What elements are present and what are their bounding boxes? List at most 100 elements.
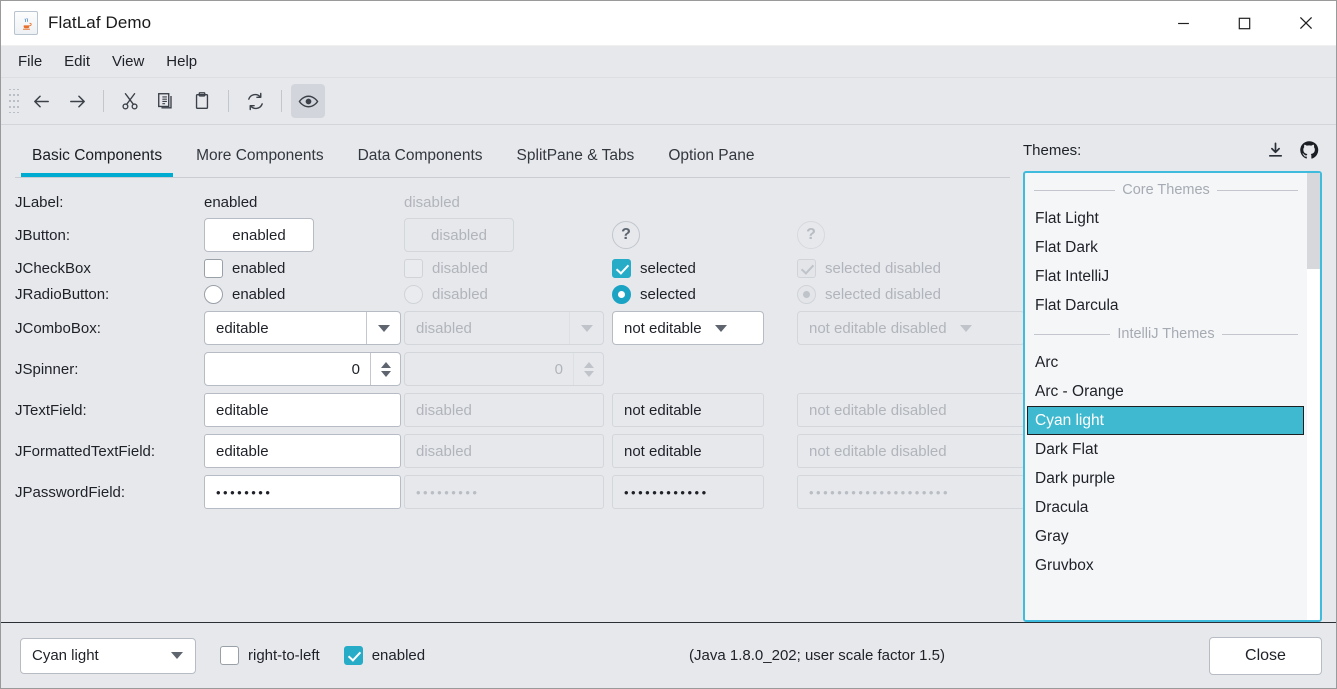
themes-scrollbar[interactable] (1307, 173, 1320, 620)
theme-item-dark-flat[interactable]: Dark Flat (1035, 440, 1098, 458)
tab-data-components[interactable]: Data Components (357, 147, 483, 164)
radio-enabled-label: enabled (232, 286, 286, 303)
toolbar-separator (228, 90, 229, 112)
label-jcombobox: JComboBox: (15, 319, 101, 337)
window-controls (1153, 1, 1336, 46)
close-button[interactable] (1275, 1, 1336, 46)
textfield-not-editable[interactable]: not editable (612, 393, 764, 427)
textfield-disabled: disabled (404, 393, 604, 427)
chevron-down-icon (569, 312, 603, 344)
label-jradiobutton: JRadioButton: (15, 286, 110, 303)
jbutton-enabled[interactable]: enabled (204, 218, 314, 252)
formattedtextfield-not-editable[interactable]: not editable (612, 434, 764, 468)
radio-icon (204, 285, 223, 304)
theme-item-flat-darcula[interactable]: Flat Darcula (1035, 296, 1119, 314)
back-icon[interactable] (24, 84, 58, 118)
jlabel-disabled: disabled (404, 194, 460, 211)
right-to-left-label: right-to-left (248, 647, 320, 664)
java-coffee-cup-icon (14, 11, 38, 35)
menu-item-view[interactable]: View (112, 53, 145, 70)
themes-pane: Themes: (1023, 125, 1336, 622)
right-to-left-checkbox[interactable]: right-to-left (220, 646, 320, 665)
spinner-down-icon (380, 370, 391, 377)
menu-bar: File Edit View Help (1, 46, 1336, 78)
chevron-down-icon[interactable] (706, 312, 736, 344)
spinner-buttons[interactable] (370, 353, 400, 385)
toolbar-drag-handle[interactable] (9, 89, 19, 113)
copy-icon[interactable] (149, 84, 183, 118)
textfield-not-editable-disabled: not editable disabled (797, 393, 1025, 427)
label-jformattedtextfield: JFormattedTextField: (15, 442, 156, 460)
forward-icon[interactable] (60, 84, 94, 118)
spinner-enabled[interactable]: 0 (204, 352, 401, 386)
themes-actions (1266, 140, 1322, 160)
label-jlabel: JLabel: (15, 194, 64, 211)
theme-item-gray[interactable]: Gray (1035, 527, 1069, 545)
themes-group-separator: Core Themes (1025, 176, 1307, 204)
formattedtextfield-editable[interactable]: editable (204, 434, 401, 468)
theme-item-dracula[interactable]: Dracula (1035, 498, 1089, 516)
combobox-editable[interactable]: editable (204, 311, 401, 345)
combobox-disabled: disabled (404, 311, 604, 345)
passwordfield-editable[interactable]: •••••••• (204, 475, 401, 509)
theme-item-dark-purple[interactable]: Dark purple (1035, 469, 1116, 487)
passwordfield-not-editable[interactable]: •••••••••••• (612, 475, 764, 509)
checkbox-enabled-label: enabled (232, 260, 286, 277)
combobox-not-editable[interactable]: not editable (612, 311, 764, 345)
theme-item-gruvbox[interactable]: Gruvbox (1035, 556, 1094, 574)
label-jtextfield: JTextField: (15, 401, 87, 419)
tab-more-components[interactable]: More Components (196, 147, 324, 164)
themes-group-label: IntelliJ Themes (1117, 326, 1215, 342)
chevron-down-icon[interactable] (366, 312, 400, 344)
title-bar: FlatLaf Demo (1, 1, 1336, 46)
components-pane: Basic Components More Components Data Co… (1, 125, 1025, 622)
menu-item-file[interactable]: File (18, 53, 43, 70)
menu-item-edit[interactable]: Edit (64, 53, 91, 70)
paste-icon[interactable] (185, 84, 219, 118)
tab-option-pane[interactable]: Option Pane (668, 147, 755, 164)
cut-icon[interactable] (113, 84, 147, 118)
github-icon[interactable] (1299, 140, 1319, 160)
radio-selected[interactable]: selected (612, 285, 797, 304)
maximize-button[interactable] (1214, 1, 1275, 46)
theme-item-arc-orange[interactable]: Arc - Orange (1035, 382, 1124, 400)
radio-enabled[interactable]: enabled (204, 285, 404, 304)
theme-item-arc[interactable]: Arc (1035, 353, 1059, 371)
checkbox-selected[interactable]: selected (612, 259, 797, 278)
enabled-checkbox[interactable]: enabled (343, 646, 425, 665)
basic-components-form: JLabel: enabled disabled JButton: enable… (15, 194, 1025, 509)
themes-list[interactable]: Core Themes Flat Light Flat Dark Flat In… (1025, 173, 1307, 620)
tab-basic-components[interactable]: Basic Components (15, 147, 179, 177)
minimize-button[interactable] (1153, 1, 1214, 46)
themes-scrollbar-thumb[interactable] (1307, 173, 1320, 269)
spinner-value[interactable]: 0 (351, 360, 360, 378)
eye-icon[interactable] (291, 84, 325, 118)
themes-group-label: Core Themes (1122, 182, 1210, 198)
help-button-disabled: ? (797, 221, 825, 249)
tab-splitpane-tabs[interactable]: SplitPane & Tabs (516, 147, 635, 164)
theme-item-flat-intellij[interactable]: Flat IntelliJ (1035, 267, 1110, 285)
checkbox-selected-disabled: selected disabled (797, 259, 1027, 278)
combobox-editable-value[interactable]: editable (216, 319, 269, 337)
checkbox-disabled-label: disabled (432, 260, 488, 277)
chevron-down-icon[interactable] (159, 639, 195, 673)
help-button-enabled[interactable]: ? (612, 221, 640, 249)
menu-item-help[interactable]: Help (166, 53, 198, 70)
theme-item-cyan-light[interactable]: Cyan light (1027, 406, 1304, 435)
checkbox-enabled[interactable]: enabled (204, 259, 404, 278)
refresh-icon[interactable] (238, 84, 272, 118)
checkbox-icon (220, 646, 239, 665)
close-dialog-button[interactable]: Close (1208, 636, 1322, 675)
theme-item-flat-dark[interactable]: Flat Dark (1035, 238, 1098, 256)
themes-list-box[interactable]: Core Themes Flat Light Flat Dark Flat In… (1023, 171, 1322, 622)
theme-item-flat-light[interactable]: Flat Light (1035, 209, 1099, 227)
bottom-bar: Cyan light right-to-left enabled (Java 1… (1, 622, 1336, 688)
radio-disabled-label: disabled (432, 286, 488, 303)
formattedtextfield-not-editable-disabled: not editable disabled (797, 434, 1025, 468)
textfield-editable[interactable]: editable (204, 393, 401, 427)
download-icon[interactable] (1266, 141, 1285, 160)
label-jpasswordfield: JPasswordField: (15, 483, 126, 501)
theme-selector-combobox[interactable]: Cyan light (20, 637, 196, 674)
tool-bar (1, 78, 1336, 125)
